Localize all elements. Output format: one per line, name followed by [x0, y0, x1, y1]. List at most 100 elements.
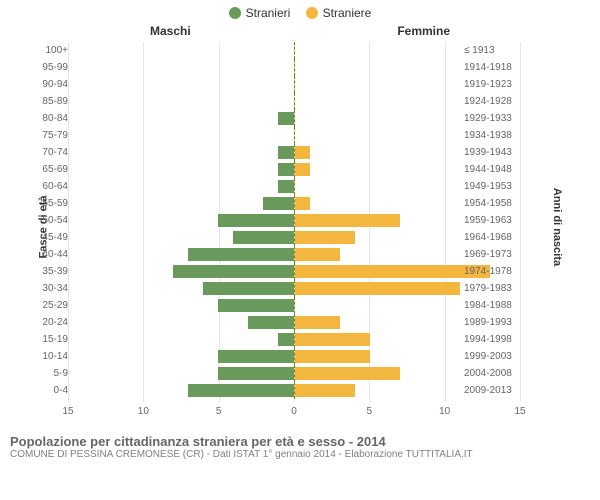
male-bar — [218, 214, 293, 227]
year-label: 1964-1968 — [464, 232, 520, 243]
pyramid-row: 40-441969-1973 — [68, 246, 520, 263]
male-half — [68, 263, 295, 280]
male-bar — [218, 350, 293, 363]
x-axis: 15105051015 — [68, 406, 520, 422]
male-half — [68, 331, 295, 348]
pyramid-row: 25-291984-1988 — [68, 297, 520, 314]
year-label: 1959-1963 — [464, 215, 520, 226]
legend: Stranieri Straniere — [0, 0, 600, 22]
row-halves — [68, 212, 520, 229]
year-label: 1929-1933 — [464, 113, 520, 124]
year-label: 1984-1988 — [464, 300, 520, 311]
male-half — [68, 76, 295, 93]
male-half — [68, 42, 295, 59]
female-header: Femmine — [397, 24, 450, 38]
male-half — [68, 93, 295, 110]
pyramid-row: 30-341979-1983 — [68, 280, 520, 297]
female-bar — [295, 367, 400, 380]
row-halves — [68, 297, 520, 314]
year-label: 1924-1928 — [464, 96, 520, 107]
row-halves — [68, 246, 520, 263]
year-label: 1954-1958 — [464, 198, 520, 209]
row-halves — [68, 331, 520, 348]
male-half — [68, 144, 295, 161]
year-label: 1914-1918 — [464, 62, 520, 73]
age-label: 30-34 — [28, 283, 68, 294]
pyramid-row: 75-791934-1938 — [68, 127, 520, 144]
pyramid-row: 65-691944-1948 — [68, 161, 520, 178]
year-label: 1969-1973 — [464, 249, 520, 260]
year-label: 1994-1998 — [464, 334, 520, 345]
female-bar — [295, 231, 355, 244]
x-tick: 5 — [367, 406, 373, 417]
legend-male-label: Stranieri — [246, 6, 291, 20]
x-tick: 10 — [439, 406, 450, 417]
age-label: 20-24 — [28, 317, 68, 328]
age-label: 5-9 — [28, 368, 68, 379]
male-bar — [278, 146, 293, 159]
row-halves — [68, 161, 520, 178]
age-label: 80-84 — [28, 113, 68, 124]
row-halves — [68, 144, 520, 161]
female-bar — [295, 316, 340, 329]
male-half — [68, 246, 295, 263]
male-bar — [173, 265, 293, 278]
legend-female: Straniere — [306, 6, 372, 20]
male-half — [68, 110, 295, 127]
male-half — [68, 195, 295, 212]
x-tick: 5 — [216, 406, 222, 417]
pyramid-row: 70-741939-1943 — [68, 144, 520, 161]
year-label: 1934-1938 — [464, 130, 520, 141]
row-halves — [68, 365, 520, 382]
legend-male: Stranieri — [229, 6, 291, 20]
pyramid-row: 45-491964-1968 — [68, 229, 520, 246]
pyramid-row: 20-241989-1993 — [68, 314, 520, 331]
age-label: 90-94 — [28, 79, 68, 90]
male-half — [68, 297, 295, 314]
legend-female-label: Straniere — [323, 6, 372, 20]
pyramid-row: 10-141999-2003 — [68, 348, 520, 365]
year-label: 1999-2003 — [464, 351, 520, 362]
row-halves — [68, 178, 520, 195]
year-label: 1949-1953 — [464, 181, 520, 192]
row-halves — [68, 42, 520, 59]
pyramid-row: 55-591954-1958 — [68, 195, 520, 212]
male-half — [68, 348, 295, 365]
age-label: 85-89 — [28, 96, 68, 107]
x-tick: 15 — [62, 406, 73, 417]
female-bar — [295, 214, 400, 227]
male-half — [68, 280, 295, 297]
male-bar — [188, 384, 293, 397]
male-header: Maschi — [150, 24, 191, 38]
male-half — [68, 178, 295, 195]
year-label: 1974-1978 — [464, 266, 520, 277]
age-label: 10-14 — [28, 351, 68, 362]
pyramid-row: 85-891924-1928 — [68, 93, 520, 110]
row-halves — [68, 59, 520, 76]
age-label: 75-79 — [28, 130, 68, 141]
age-label: 65-69 — [28, 164, 68, 175]
male-half — [68, 229, 295, 246]
male-half — [68, 314, 295, 331]
year-label: ≤ 1913 — [464, 45, 520, 56]
male-half — [68, 382, 295, 399]
pyramid-row: 90-941919-1923 — [68, 76, 520, 93]
age-label: 15-19 — [28, 334, 68, 345]
pyramid-chart: Maschi Femmine Fasce di età Anni di nasc… — [20, 22, 580, 432]
pyramid-row: 0-42009-2013 — [68, 382, 520, 399]
pyramid-row: 5-92004-2008 — [68, 365, 520, 382]
plot-area: 100+≤ 191395-991914-191890-941919-192385… — [68, 42, 520, 402]
year-label: 1989-1993 — [464, 317, 520, 328]
male-half — [68, 212, 295, 229]
year-label: 1944-1948 — [464, 164, 520, 175]
age-label: 60-64 — [28, 181, 68, 192]
gridline — [520, 42, 521, 402]
age-label: 45-49 — [28, 232, 68, 243]
year-label: 2004-2008 — [464, 368, 520, 379]
age-label: 95-99 — [28, 62, 68, 73]
year-label: 1939-1943 — [464, 147, 520, 158]
pyramid-row: 95-991914-1918 — [68, 59, 520, 76]
pyramid-row: 100+≤ 1913 — [68, 42, 520, 59]
chart-title: Popolazione per cittadinanza straniera p… — [10, 434, 590, 449]
x-tick: 15 — [514, 406, 525, 417]
